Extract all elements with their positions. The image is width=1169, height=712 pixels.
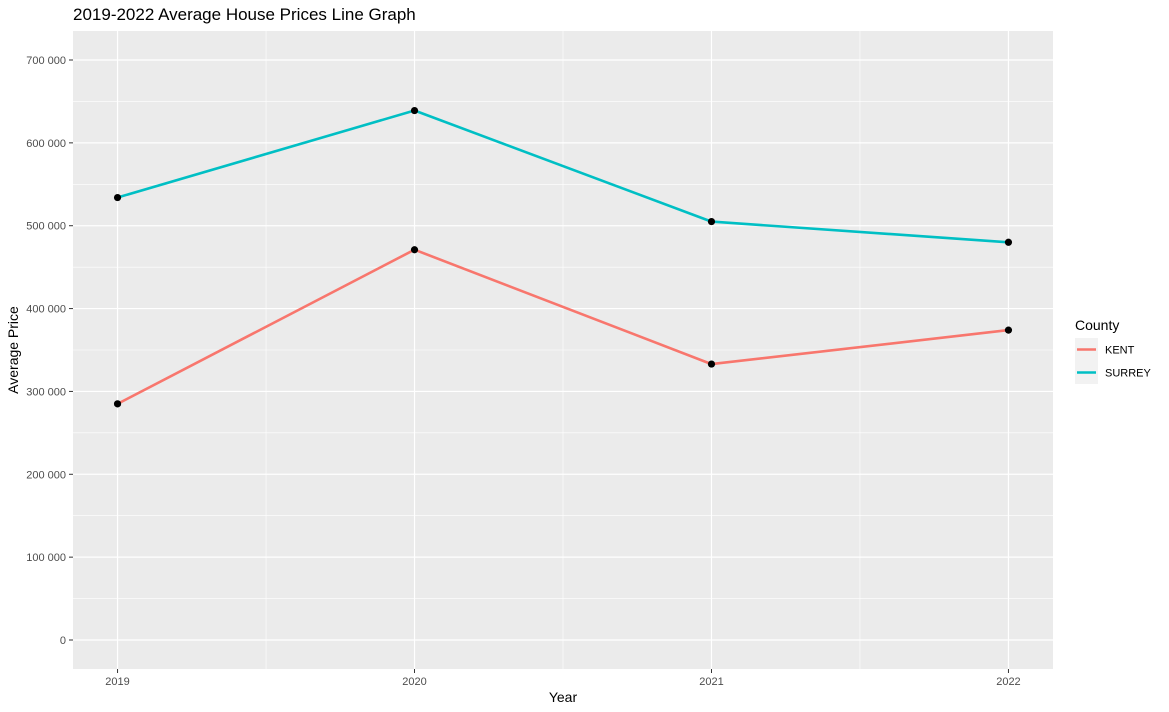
y-tick-label: 0: [60, 635, 66, 647]
x-tick-label: 2021: [699, 676, 723, 688]
y-axis-title: Average Price: [5, 306, 21, 394]
data-point-surrey: [707, 217, 716, 226]
minor-gridlines: [73, 31, 1053, 669]
legend-title: County: [1075, 317, 1119, 333]
chart-title: 2019-2022 Average House Prices Line Grap…: [73, 5, 416, 24]
x-tick-label: 2022: [996, 676, 1020, 688]
major-gridlines: [73, 31, 1053, 669]
data-point-kent: [1004, 326, 1013, 334]
x-tick-label: 2019: [105, 676, 129, 688]
series-lines: [116, 109, 1009, 406]
y-tick-label: 600 000: [26, 138, 66, 150]
data-point-surrey: [113, 193, 122, 202]
x-tick-label: 2020: [402, 676, 426, 688]
data-point-kent: [707, 360, 716, 368]
series-line-kent: [116, 248, 1009, 406]
y-axis-ticks: 0 100 000 200 000 300 000 400 000 500 000 600 …: [26, 55, 73, 647]
data-point-surrey: [410, 106, 419, 115]
data-point-kent: [410, 246, 419, 254]
x-axis-ticks: 2019 2020 2021 2022: [105, 669, 1021, 688]
y-tick-label: 300 000: [26, 386, 66, 398]
x-axis-title: Year: [549, 689, 578, 705]
y-tick-label: 700 000: [26, 55, 66, 67]
legend-items: KENT SURREY: [1075, 338, 1152, 384]
data-point-surrey: [1004, 238, 1013, 246]
legend: County KENT SURREY: [1075, 317, 1152, 384]
series-line-surrey: [117, 109, 1009, 244]
y-tick-label: 500 000: [26, 221, 66, 233]
data-point-kent: [113, 400, 122, 408]
y-tick-label: 400 000: [26, 304, 66, 316]
series-points: [113, 106, 1013, 408]
y-tick-label: 200 000: [26, 469, 66, 481]
y-tick-label: 100 000: [26, 552, 66, 564]
legend-label: KENT: [1105, 345, 1135, 357]
legend-label: SURREY: [1105, 368, 1152, 380]
